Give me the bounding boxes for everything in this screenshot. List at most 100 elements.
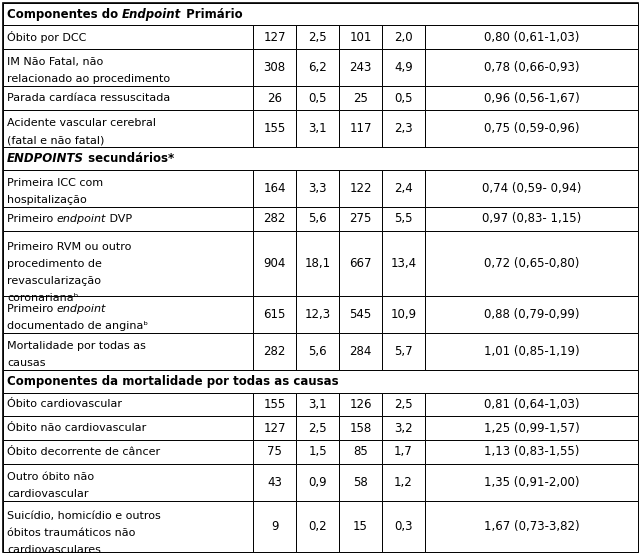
Bar bbox=[296, 170, 339, 207]
Bar bbox=[382, 463, 425, 501]
Bar bbox=[3, 296, 253, 333]
Text: 127: 127 bbox=[263, 422, 286, 435]
Text: 1,35 (0,91-2,00): 1,35 (0,91-2,00) bbox=[484, 476, 579, 489]
Text: 122: 122 bbox=[349, 182, 372, 195]
Bar bbox=[425, 501, 638, 552]
Text: 2,5: 2,5 bbox=[308, 31, 327, 44]
Text: 2,5: 2,5 bbox=[308, 422, 327, 435]
Text: 85: 85 bbox=[353, 445, 368, 458]
Bar bbox=[339, 501, 382, 552]
Text: 0,74 (0,59- 0,94): 0,74 (0,59- 0,94) bbox=[482, 182, 581, 195]
Text: 2,0: 2,0 bbox=[394, 31, 413, 44]
Bar bbox=[296, 49, 339, 87]
Text: revascularização: revascularização bbox=[7, 276, 101, 286]
Bar bbox=[296, 110, 339, 148]
Bar bbox=[425, 26, 638, 49]
Bar bbox=[296, 416, 339, 440]
Bar bbox=[253, 416, 296, 440]
Bar bbox=[425, 296, 638, 333]
Bar bbox=[253, 207, 296, 231]
Text: 43: 43 bbox=[267, 476, 282, 489]
Text: 155: 155 bbox=[263, 122, 286, 135]
Text: óbitos traumáticos não: óbitos traumáticos não bbox=[7, 528, 135, 538]
Text: 0,72 (0,65-0,80): 0,72 (0,65-0,80) bbox=[484, 256, 579, 270]
Bar bbox=[253, 49, 296, 87]
Bar bbox=[253, 170, 296, 207]
Bar bbox=[3, 416, 253, 440]
Text: Primário: Primário bbox=[181, 8, 242, 21]
Text: Primeira ICC com: Primeira ICC com bbox=[7, 178, 103, 188]
Bar bbox=[339, 416, 382, 440]
Text: 12,3: 12,3 bbox=[304, 307, 331, 321]
Text: 5,7: 5,7 bbox=[394, 345, 413, 358]
Bar bbox=[296, 207, 339, 231]
Text: 25: 25 bbox=[353, 92, 368, 105]
Bar bbox=[382, 110, 425, 148]
Text: IM Não Fatal, não: IM Não Fatal, não bbox=[7, 57, 103, 67]
Bar bbox=[425, 392, 638, 416]
Bar bbox=[339, 440, 382, 463]
Bar bbox=[425, 440, 638, 463]
Bar bbox=[253, 463, 296, 501]
Text: 243: 243 bbox=[349, 61, 372, 74]
Bar bbox=[382, 231, 425, 296]
Bar bbox=[339, 110, 382, 148]
Text: 4,9: 4,9 bbox=[394, 61, 413, 74]
Text: 15: 15 bbox=[353, 520, 368, 533]
Text: Óbito cardiovascular: Óbito cardiovascular bbox=[7, 400, 122, 410]
Text: Primeiro: Primeiro bbox=[7, 304, 57, 314]
Bar bbox=[3, 501, 253, 552]
Text: Suicídio, homicídio e outros: Suicídio, homicídio e outros bbox=[7, 511, 161, 521]
Text: 545: 545 bbox=[349, 307, 372, 321]
Bar bbox=[339, 231, 382, 296]
Text: 155: 155 bbox=[263, 398, 286, 411]
Text: 0,78 (0,66-0,93): 0,78 (0,66-0,93) bbox=[484, 61, 579, 74]
Bar bbox=[339, 87, 382, 110]
Bar bbox=[339, 463, 382, 501]
Bar bbox=[3, 231, 253, 296]
Text: Acidente vascular cerebral: Acidente vascular cerebral bbox=[7, 118, 156, 128]
Text: 158: 158 bbox=[349, 422, 372, 435]
Bar bbox=[339, 49, 382, 87]
Bar bbox=[3, 207, 253, 231]
Bar bbox=[382, 49, 425, 87]
Text: Parada cardíaca ressuscitada: Parada cardíaca ressuscitada bbox=[7, 93, 171, 103]
Text: documentado de anginaᵇ: documentado de anginaᵇ bbox=[7, 321, 148, 331]
Bar bbox=[425, 416, 638, 440]
Text: 1,67 (0,73-3,82): 1,67 (0,73-3,82) bbox=[484, 520, 579, 533]
Bar bbox=[382, 26, 425, 49]
Bar bbox=[3, 333, 253, 370]
Bar bbox=[253, 392, 296, 416]
Bar bbox=[3, 170, 253, 207]
Bar bbox=[382, 333, 425, 370]
Bar bbox=[339, 26, 382, 49]
Text: 1,7: 1,7 bbox=[394, 445, 413, 458]
Text: (fatal e não fatal): (fatal e não fatal) bbox=[7, 135, 104, 145]
Text: 0,97 (0,83- 1,15): 0,97 (0,83- 1,15) bbox=[482, 213, 581, 225]
Bar bbox=[3, 440, 253, 463]
Text: 1,13 (0,83-1,55): 1,13 (0,83-1,55) bbox=[484, 445, 579, 458]
Bar bbox=[382, 296, 425, 333]
Text: 284: 284 bbox=[349, 345, 372, 358]
Text: 2,5: 2,5 bbox=[394, 398, 413, 411]
Bar bbox=[296, 463, 339, 501]
Bar bbox=[253, 296, 296, 333]
Bar bbox=[382, 416, 425, 440]
Text: 0,75 (0,59-0,96): 0,75 (0,59-0,96) bbox=[484, 122, 579, 135]
Text: 13,4: 13,4 bbox=[390, 256, 417, 270]
Text: 3,1: 3,1 bbox=[308, 122, 327, 135]
Text: Mortalidade por todas as: Mortalidade por todas as bbox=[7, 341, 146, 351]
Bar bbox=[296, 392, 339, 416]
Text: 0,81 (0,64-1,03): 0,81 (0,64-1,03) bbox=[484, 398, 579, 411]
Bar bbox=[339, 392, 382, 416]
Text: 282: 282 bbox=[263, 345, 286, 358]
Text: DVP: DVP bbox=[106, 214, 132, 224]
Text: 0,88 (0,79-0,99): 0,88 (0,79-0,99) bbox=[484, 307, 579, 321]
Text: Componentes do: Componentes do bbox=[7, 8, 122, 21]
Text: 26: 26 bbox=[267, 92, 282, 105]
Text: Óbito decorrente de câncer: Óbito decorrente de câncer bbox=[7, 447, 160, 457]
Bar bbox=[3, 110, 253, 148]
Bar bbox=[296, 26, 339, 49]
Text: 127: 127 bbox=[263, 31, 286, 44]
Text: 282: 282 bbox=[263, 213, 286, 225]
